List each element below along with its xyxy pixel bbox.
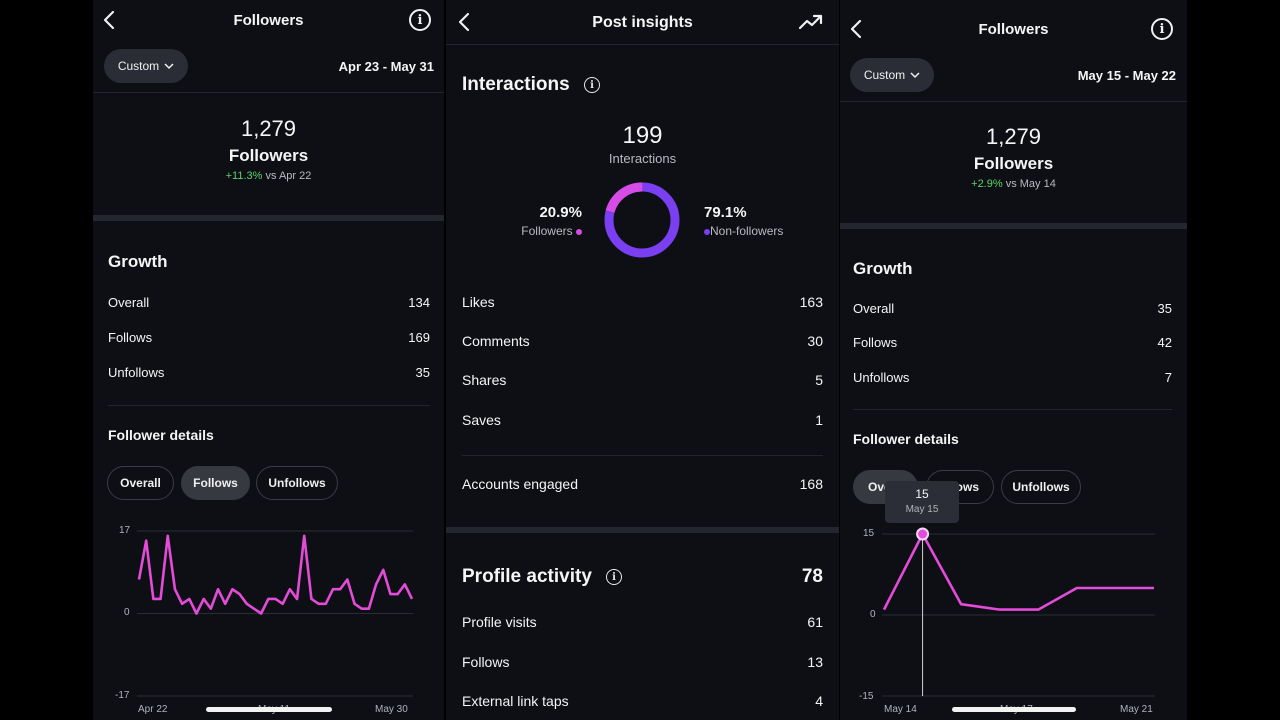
page-title: Followers: [978, 21, 1049, 38]
follower-count-label: Followers: [228, 146, 309, 165]
growth-follows-label: Follows: [108, 330, 153, 345]
growth-overall-label: Overall: [108, 295, 150, 310]
growth-overall-value: 134: [408, 295, 430, 310]
page-title: Followers: [233, 12, 304, 29]
follower-details-heading: Follower details: [853, 431, 959, 447]
profile-visits-label: Profile visits: [462, 614, 537, 630]
growth-follows-value: 169: [408, 330, 430, 345]
growth-follows-value: 42: [1157, 335, 1172, 350]
follower-count-label: Followers: [973, 154, 1054, 173]
interactions-total-label: Interactions: [608, 151, 677, 166]
nonfollowers-legend: Non-followers: [704, 224, 783, 238]
tab-unfollows[interactable]: Unfollows: [1001, 470, 1081, 504]
growth-unfollows-value: 7: [1164, 370, 1172, 385]
custom-filter-label: Custom: [863, 68, 906, 82]
date-range: Apr 23 - May 31: [338, 59, 434, 74]
external-link-taps-value: 4: [815, 693, 823, 709]
profile-activity-info-icon[interactable]: i: [606, 569, 622, 585]
nonfollowers-dot-icon: [704, 228, 710, 235]
home-indicator[interactable]: [206, 707, 332, 712]
trending-up-icon[interactable]: [798, 12, 824, 32]
info-icon[interactable]: i: [409, 9, 431, 31]
interactions-info-icon[interactable]: i: [584, 77, 600, 93]
custom-filter-dropdown[interactable]: Custom: [104, 49, 188, 83]
shares-value: 5: [815, 372, 823, 388]
chevron-down-icon: [164, 63, 174, 70]
profile-follows-label: Follows: [462, 654, 510, 670]
followers-panel-right: Followers i Custom May 15 - May 22 1,279…: [840, 0, 1187, 720]
y-tick-bottom: -15: [859, 691, 874, 702]
x-tick-1: Apr 22: [138, 704, 168, 715]
x-tick-1: May 14: [884, 704, 917, 715]
tab-follows[interactable]: Follows: [181, 466, 250, 500]
followers-percent: 20.9%: [539, 204, 582, 221]
followers-dot-icon: [576, 228, 582, 235]
tooltip-date: May 15: [905, 504, 939, 515]
donut-followers-segment: [604, 182, 680, 258]
chevron-down-icon: [910, 72, 920, 79]
profile-follows-value: 13: [807, 654, 823, 670]
y-tick-zero: 0: [124, 607, 130, 618]
growth-unfollows-label: Unfollows: [853, 370, 910, 385]
follower-change: +11.3% vs Apr 22: [225, 170, 312, 182]
profile-visits-value: 61: [807, 614, 823, 630]
info-icon[interactable]: i: [1151, 18, 1173, 40]
interactions-total: 199: [622, 122, 663, 149]
shares-label: Shares: [462, 372, 507, 388]
growth-heading: Growth: [108, 252, 168, 271]
followers-legend: Followers: [486, 224, 582, 238]
date-range: May 15 - May 22: [1077, 68, 1176, 83]
likes-label: Likes: [462, 294, 495, 310]
chart-tooltip: 15 May 15: [885, 481, 959, 523]
follower-details-heading: Follower details: [108, 427, 214, 443]
back-chevron-icon[interactable]: [454, 12, 474, 32]
series-line: [137, 534, 414, 615]
interactions-donut-chart: [604, 182, 680, 258]
external-link-taps-label: External link taps: [462, 693, 569, 709]
saves-value: 1: [815, 412, 823, 428]
growth-heading: Growth: [853, 259, 913, 278]
y-tick-zero: 0: [870, 609, 876, 620]
x-tick-3: May 30: [375, 704, 408, 715]
interactions-heading: Interactions: [462, 74, 570, 95]
profile-activity-heading: Profile activity: [462, 566, 592, 587]
nonfollowers-percent: 79.1%: [704, 204, 747, 221]
accounts-engaged-value: 168: [799, 476, 823, 492]
growth-unfollows-value: 35: [415, 365, 430, 380]
selected-point[interactable]: [916, 527, 930, 541]
follower-change: +2.9% vs May 14: [971, 178, 1056, 190]
post-insights-panel: Post insights Interactions i 199 Interac…: [446, 0, 839, 720]
tooltip-value: 15: [915, 487, 929, 501]
growth-unfollows-label: Unfollows: [108, 365, 165, 380]
profile-activity-total: 78: [801, 566, 823, 587]
tab-unfollows[interactable]: Unfollows: [256, 466, 338, 500]
x-tick-3: May 21: [1120, 704, 1153, 715]
custom-filter-label: Custom: [117, 59, 160, 73]
comments-label: Comments: [462, 333, 530, 349]
series-line: [882, 532, 1154, 611]
y-tick-top: 15: [863, 528, 875, 539]
tab-overall[interactable]: Overall: [107, 466, 174, 500]
accounts-engaged-label: Accounts engaged: [462, 476, 578, 492]
back-chevron-icon[interactable]: [846, 19, 866, 39]
growth-overall-label: Overall: [853, 301, 895, 316]
home-indicator[interactable]: [952, 707, 1076, 712]
back-chevron-icon[interactable]: [99, 10, 119, 30]
comments-value: 30: [807, 333, 823, 349]
overall-line-chart: [882, 527, 1155, 697]
y-tick-bottom: -17: [115, 690, 130, 701]
followers-panel-left: Followers i Custom Apr 23 - May 31 1,279…: [93, 0, 444, 720]
page-title: Post insights: [592, 14, 693, 31]
growth-overall-value: 35: [1157, 301, 1172, 316]
follower-count: 1,279: [240, 116, 297, 141]
saves-label: Saves: [462, 412, 501, 428]
custom-filter-dropdown[interactable]: Custom: [850, 58, 934, 92]
follower-count: 1,279: [985, 124, 1042, 149]
likes-value: 163: [799, 294, 823, 310]
y-tick-top: 17: [119, 525, 131, 536]
follows-line-chart: [137, 530, 414, 697]
growth-follows-label: Follows: [853, 335, 898, 350]
